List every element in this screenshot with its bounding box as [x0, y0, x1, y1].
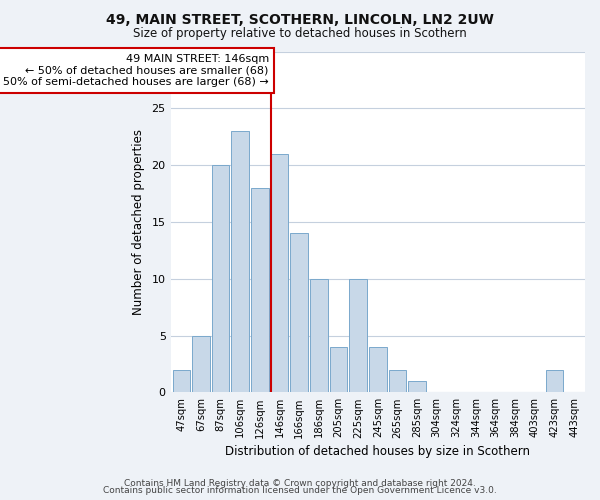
- Bar: [546, 370, 563, 392]
- Text: Contains public sector information licensed under the Open Government Licence v3: Contains public sector information licen…: [103, 486, 497, 495]
- Text: Contains HM Land Registry data © Crown copyright and database right 2024.: Contains HM Land Registry data © Crown c…: [124, 478, 476, 488]
- Bar: [173, 370, 190, 392]
- Text: 49, MAIN STREET, SCOTHERN, LINCOLN, LN2 2UW: 49, MAIN STREET, SCOTHERN, LINCOLN, LN2 …: [106, 12, 494, 26]
- X-axis label: Distribution of detached houses by size in Scothern: Distribution of detached houses by size …: [225, 444, 530, 458]
- Bar: [290, 234, 308, 392]
- Bar: [369, 347, 386, 393]
- Bar: [251, 188, 269, 392]
- Bar: [408, 381, 426, 392]
- Text: 49 MAIN STREET: 146sqm
← 50% of detached houses are smaller (68)
50% of semi-det: 49 MAIN STREET: 146sqm ← 50% of detached…: [3, 54, 269, 87]
- Y-axis label: Number of detached properties: Number of detached properties: [131, 129, 145, 315]
- Bar: [212, 165, 229, 392]
- Bar: [329, 347, 347, 393]
- Bar: [232, 131, 249, 392]
- Text: Size of property relative to detached houses in Scothern: Size of property relative to detached ho…: [133, 28, 467, 40]
- Bar: [349, 278, 367, 392]
- Bar: [310, 278, 328, 392]
- Bar: [192, 336, 210, 392]
- Bar: [389, 370, 406, 392]
- Bar: [271, 154, 289, 392]
